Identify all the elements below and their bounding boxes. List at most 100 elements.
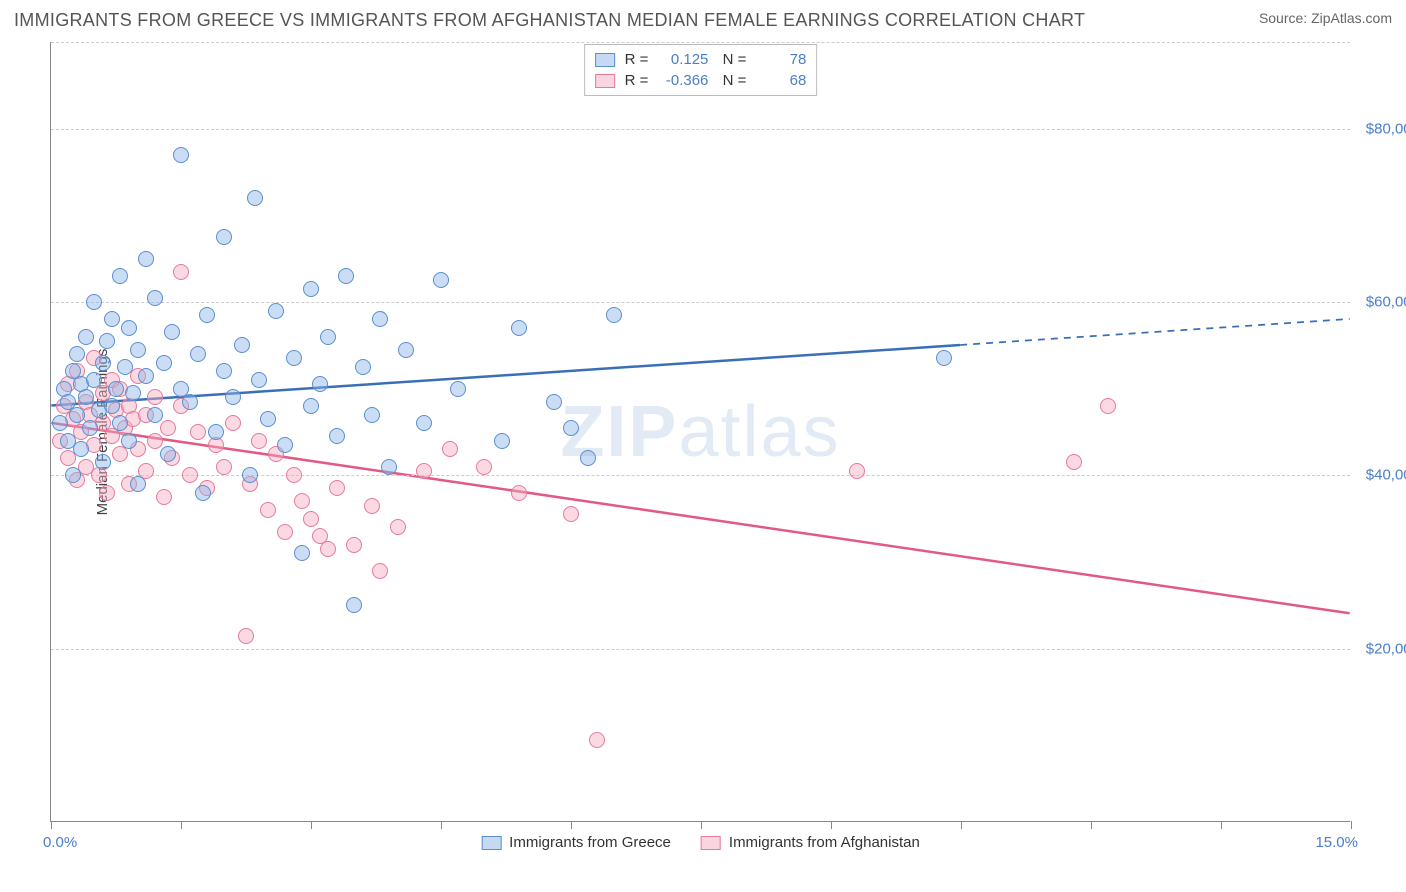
scatter-point <box>247 190 263 206</box>
scatter-point <box>147 407 163 423</box>
series-legend: Immigrants from Greece Immigrants from A… <box>481 834 920 851</box>
x-tick <box>571 821 572 829</box>
swatch-pink <box>701 836 721 850</box>
scatter-point <box>95 355 111 371</box>
scatter-point <box>364 498 380 514</box>
scatter-point <box>208 424 224 440</box>
x-tick <box>311 821 312 829</box>
scatter-point <box>147 433 163 449</box>
scatter-point <box>78 329 94 345</box>
scatter-point <box>546 394 562 410</box>
scatter-point <box>225 415 241 431</box>
scatter-point <box>121 320 137 336</box>
scatter-point <box>130 476 146 492</box>
scatter-point <box>160 420 176 436</box>
y-tick-label: $40,000 <box>1350 467 1406 484</box>
scatter-point <box>364 407 380 423</box>
trend-lines-svg <box>51 42 1350 821</box>
scatter-point <box>450 381 466 397</box>
scatter-plot-area: Median Female Earnings ZIPatlas R = 0.12… <box>50 42 1350 822</box>
scatter-point <box>112 268 128 284</box>
grid-line <box>51 302 1350 303</box>
scatter-point <box>303 398 319 414</box>
scatter-point <box>286 350 302 366</box>
scatter-point <box>277 524 293 540</box>
scatter-point <box>216 459 232 475</box>
scatter-point <box>1100 398 1116 414</box>
scatter-point <box>381 459 397 475</box>
scatter-point <box>225 389 241 405</box>
scatter-point <box>112 415 128 431</box>
scatter-point <box>147 290 163 306</box>
x-axis-max-label: 15.0% <box>1315 834 1358 851</box>
x-tick <box>441 821 442 829</box>
scatter-point <box>416 463 432 479</box>
scatter-point <box>216 229 232 245</box>
scatter-point <box>242 467 258 483</box>
scatter-point <box>329 480 345 496</box>
scatter-point <box>52 415 68 431</box>
legend-row-afghanistan: R = -0.366 N = 68 <box>595 70 807 91</box>
scatter-point <box>190 346 206 362</box>
source-attribution: Source: ZipAtlas.com <box>1259 10 1392 26</box>
scatter-point <box>95 454 111 470</box>
scatter-point <box>99 485 115 501</box>
scatter-point <box>65 467 81 483</box>
legend-item-greece: Immigrants from Greece <box>481 834 671 851</box>
scatter-point <box>251 372 267 388</box>
scatter-point <box>390 519 406 535</box>
scatter-point <box>216 363 232 379</box>
scatter-point <box>182 394 198 410</box>
scatter-point <box>199 307 215 323</box>
scatter-point <box>156 489 172 505</box>
scatter-point <box>511 485 527 501</box>
scatter-point <box>476 459 492 475</box>
scatter-point <box>346 597 362 613</box>
swatch-pink <box>595 74 615 88</box>
x-tick <box>1091 821 1092 829</box>
scatter-point <box>312 376 328 392</box>
scatter-point <box>173 264 189 280</box>
scatter-point <box>251 433 267 449</box>
y-tick-label: $20,000 <box>1350 640 1406 657</box>
x-tick <box>181 821 182 829</box>
scatter-point <box>320 541 336 557</box>
scatter-point <box>494 433 510 449</box>
scatter-point <box>130 342 146 358</box>
scatter-point <box>372 311 388 327</box>
scatter-point <box>195 485 211 501</box>
x-tick <box>51 821 52 829</box>
scatter-point <box>372 563 388 579</box>
scatter-point <box>338 268 354 284</box>
scatter-point <box>936 350 952 366</box>
scatter-point <box>69 346 85 362</box>
swatch-blue <box>481 836 501 850</box>
scatter-point <box>108 381 124 397</box>
grid-line <box>51 649 1350 650</box>
scatter-point <box>260 411 276 427</box>
x-tick <box>1351 821 1352 829</box>
scatter-point <box>104 311 120 327</box>
scatter-point <box>1066 454 1082 470</box>
scatter-point <box>147 389 163 405</box>
scatter-point <box>606 307 622 323</box>
scatter-point <box>86 372 102 388</box>
scatter-point <box>329 428 345 444</box>
scatter-point <box>303 281 319 297</box>
x-tick <box>961 821 962 829</box>
scatter-point <box>104 398 120 414</box>
x-tick <box>1221 821 1222 829</box>
scatter-point <box>121 433 137 449</box>
legend-item-afghanistan: Immigrants from Afghanistan <box>701 834 920 851</box>
grid-line <box>51 42 1350 43</box>
watermark: ZIPatlas <box>560 391 840 473</box>
scatter-point <box>260 502 276 518</box>
scatter-point <box>580 450 596 466</box>
scatter-point <box>86 294 102 310</box>
scatter-point <box>320 329 336 345</box>
scatter-point <box>849 463 865 479</box>
swatch-blue <box>595 53 615 67</box>
scatter-point <box>563 420 579 436</box>
x-axis-min-label: 0.0% <box>43 834 77 851</box>
scatter-point <box>99 333 115 349</box>
